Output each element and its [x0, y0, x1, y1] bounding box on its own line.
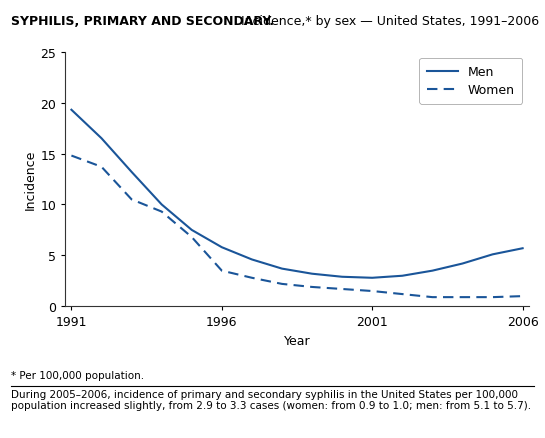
X-axis label: Year: Year	[284, 334, 310, 347]
Text: Incidence,* by sex — United States, 1991–2006: Incidence,* by sex — United States, 1991…	[237, 15, 539, 28]
Y-axis label: Incidence: Incidence	[23, 149, 37, 210]
Text: SYPHILIS, PRIMARY AND SECONDARY.: SYPHILIS, PRIMARY AND SECONDARY.	[11, 15, 274, 28]
Text: During 2005–2006, incidence of primary and secondary syphilis in the United Stat: During 2005–2006, incidence of primary a…	[11, 389, 531, 410]
Text: * Per 100,000 population.: * Per 100,000 population.	[11, 370, 144, 380]
Legend: Men, Women: Men, Women	[419, 59, 523, 105]
